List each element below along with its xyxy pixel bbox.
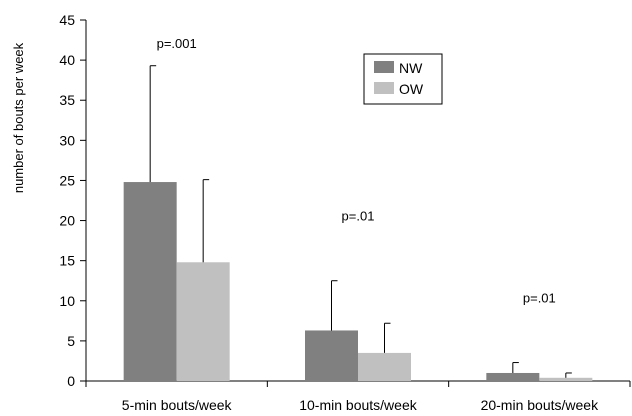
p-value-annotation: p=.01 xyxy=(523,291,556,306)
x-category-label: 5-min bouts/week xyxy=(122,397,233,413)
bar-nw xyxy=(123,182,177,381)
legend-label-nw: NW xyxy=(399,60,423,76)
y-tick-label: 20 xyxy=(59,213,75,229)
x-category-label: 20-min bouts/week xyxy=(481,397,600,413)
y-axis-label: number of bouts per week xyxy=(11,42,26,193)
p-value-annotation: p=.001 xyxy=(157,36,197,51)
legend-swatch-ow xyxy=(374,82,394,94)
y-tick-label: 15 xyxy=(59,253,75,269)
legend-label-ow: OW xyxy=(399,81,424,97)
legend: NW OW xyxy=(363,53,443,105)
bar-ow xyxy=(358,352,411,381)
p-value-annotation: p=.01 xyxy=(342,209,375,224)
y-tick-label: 30 xyxy=(59,132,75,148)
bar-ow xyxy=(176,262,230,381)
y-tick-label: 40 xyxy=(59,52,75,68)
x-category-label: 10-min bouts/week xyxy=(299,397,418,413)
y-tick-label: 0 xyxy=(67,373,75,389)
y-tick-label: 45 xyxy=(59,12,75,28)
y-tick-label: 35 xyxy=(59,92,75,108)
y-tick-label: 25 xyxy=(59,172,75,188)
x-axis: 5-min bouts/week 10-min bouts/week 20-min … xyxy=(85,380,631,413)
error-bars xyxy=(149,65,572,378)
y-axis: 0 5 10 15 20 25 30 35 40 45 xyxy=(59,12,87,389)
y-tick-label: 10 xyxy=(59,293,75,309)
bar-nw xyxy=(305,330,358,381)
legend-swatch-nw xyxy=(374,61,394,73)
bar-ow xyxy=(539,377,593,381)
bar-nw xyxy=(486,372,540,381)
annotations: p=.001 p=.01 p=.01 xyxy=(157,36,556,306)
bars xyxy=(123,182,593,381)
y-tick-label: 5 xyxy=(67,333,75,349)
